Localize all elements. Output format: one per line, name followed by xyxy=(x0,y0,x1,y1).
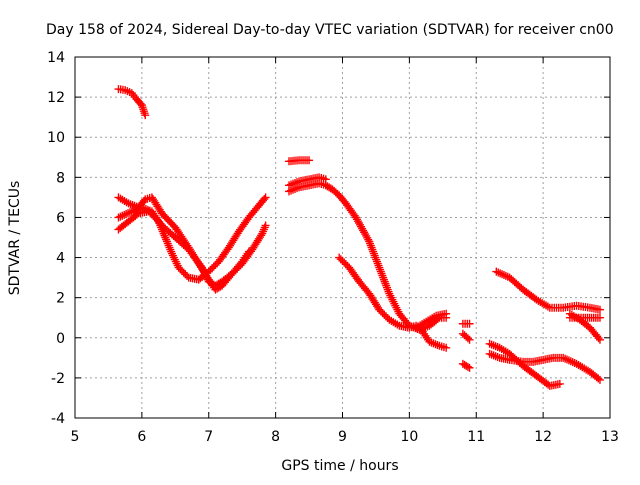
data-point xyxy=(564,356,573,365)
data-point xyxy=(116,212,125,221)
data-point xyxy=(260,194,269,203)
y-tick-label: 0 xyxy=(56,331,65,347)
data-point xyxy=(568,358,577,367)
x-tick-label: 10 xyxy=(400,429,418,445)
data-point xyxy=(543,302,552,311)
plot-border xyxy=(74,56,611,419)
data-point xyxy=(132,210,141,219)
x-tick-label: 7 xyxy=(204,429,213,445)
y-tick-label: 4 xyxy=(56,251,65,267)
series-arc-5 xyxy=(285,156,314,166)
data-point xyxy=(364,235,373,244)
chart-title: Day 158 of 2024, Sidereal Day-to-day VTE… xyxy=(46,22,614,38)
data-point xyxy=(594,374,603,383)
data-point xyxy=(595,375,604,384)
data-point xyxy=(442,343,451,352)
series-arc-9 xyxy=(412,309,451,332)
series-arc-1 xyxy=(114,85,150,120)
y-tick-label: 12 xyxy=(47,90,65,106)
data-point xyxy=(465,319,474,328)
series-arc-8 xyxy=(335,253,451,352)
data-point xyxy=(122,210,131,219)
data-point xyxy=(492,267,501,276)
data-point xyxy=(463,362,472,371)
data-point xyxy=(261,221,270,230)
data-point xyxy=(555,379,564,388)
y-tick-label: 10 xyxy=(47,130,65,146)
data-point xyxy=(305,156,314,165)
series-arc-3 xyxy=(114,193,270,284)
y-tick-label: 8 xyxy=(56,170,65,186)
y-tick-label: -4 xyxy=(51,411,65,427)
axes xyxy=(74,56,611,419)
data-point xyxy=(244,247,253,256)
data-point xyxy=(120,210,129,219)
data-markers xyxy=(114,85,604,390)
series-arc-10 xyxy=(458,319,474,328)
data-point xyxy=(494,268,503,277)
data-point xyxy=(561,354,570,363)
x-tick-label: 12 xyxy=(534,429,552,445)
y-tick-label: 2 xyxy=(56,291,65,307)
x-tick-label: 5 xyxy=(71,429,80,445)
data-point xyxy=(321,175,330,184)
data-point xyxy=(442,309,451,318)
x-tick-label: 13 xyxy=(601,429,619,445)
data-point xyxy=(257,231,266,240)
data-point xyxy=(563,355,572,364)
series-arc-7 xyxy=(285,173,330,190)
data-point xyxy=(595,335,604,344)
series-arc-15 xyxy=(485,339,564,390)
y-tick-label: 14 xyxy=(47,50,65,66)
tick-labels: 5 6 7 8 9 10 11 12 13 -4 -2 0 2 4 6 8 10 12 14 xyxy=(47,50,619,445)
data-point xyxy=(496,269,505,278)
data-point xyxy=(141,111,150,120)
data-point xyxy=(594,334,603,343)
series-arc-17 xyxy=(565,313,604,322)
data-point xyxy=(463,334,472,343)
data-point xyxy=(114,213,123,222)
x-axis-label: GPS time / hours xyxy=(281,458,398,474)
x-tick-label: 11 xyxy=(467,429,485,445)
series-arc-4 xyxy=(114,193,253,294)
series-arc-13 xyxy=(492,267,604,314)
y-axis-label: SDTVAR / TECUs xyxy=(7,181,23,296)
series-arc-6 xyxy=(285,179,451,334)
data-point xyxy=(595,305,604,314)
data-point xyxy=(465,363,474,372)
data-point xyxy=(118,211,127,220)
data-point xyxy=(566,357,575,366)
data-point xyxy=(465,335,474,344)
y-tick-label: -2 xyxy=(51,371,65,387)
series-arc-12 xyxy=(458,359,474,372)
data-point xyxy=(501,271,510,280)
x-tick-label: 8 xyxy=(271,429,280,445)
x-tick-label: 6 xyxy=(137,429,146,445)
data-point xyxy=(124,209,133,218)
y-tick-label: 6 xyxy=(56,210,65,226)
data-point xyxy=(499,271,508,280)
data-point xyxy=(125,208,134,217)
grid-lines xyxy=(75,57,610,418)
data-point xyxy=(498,270,507,279)
data-point xyxy=(595,313,604,322)
data-point xyxy=(559,353,568,362)
series-arc-11 xyxy=(458,329,474,344)
x-tick-label: 9 xyxy=(338,429,347,445)
data-point xyxy=(261,193,270,202)
